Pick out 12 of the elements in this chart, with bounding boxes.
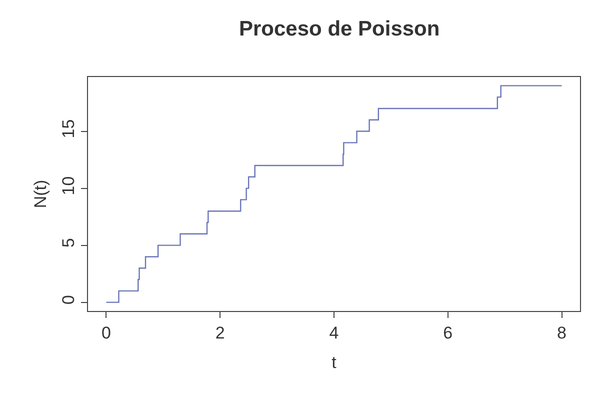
x-tick-label: 6 — [443, 323, 453, 342]
x-tick-label: 4 — [329, 323, 339, 342]
x-axis-title: t — [332, 352, 337, 372]
y-tick-label: 10 — [59, 176, 78, 196]
y-tick-label: 15 — [59, 119, 78, 138]
chart-title: Proceso de Poisson — [238, 18, 440, 41]
x-tick-label: 0 — [101, 323, 111, 342]
x-tick-label: 2 — [215, 323, 225, 342]
x-tick-label: 8 — [557, 323, 567, 342]
y-tick-label: 0 — [59, 295, 78, 305]
y-tick-label: 5 — [59, 238, 78, 248]
y-axis-title: N(t) — [30, 180, 50, 208]
